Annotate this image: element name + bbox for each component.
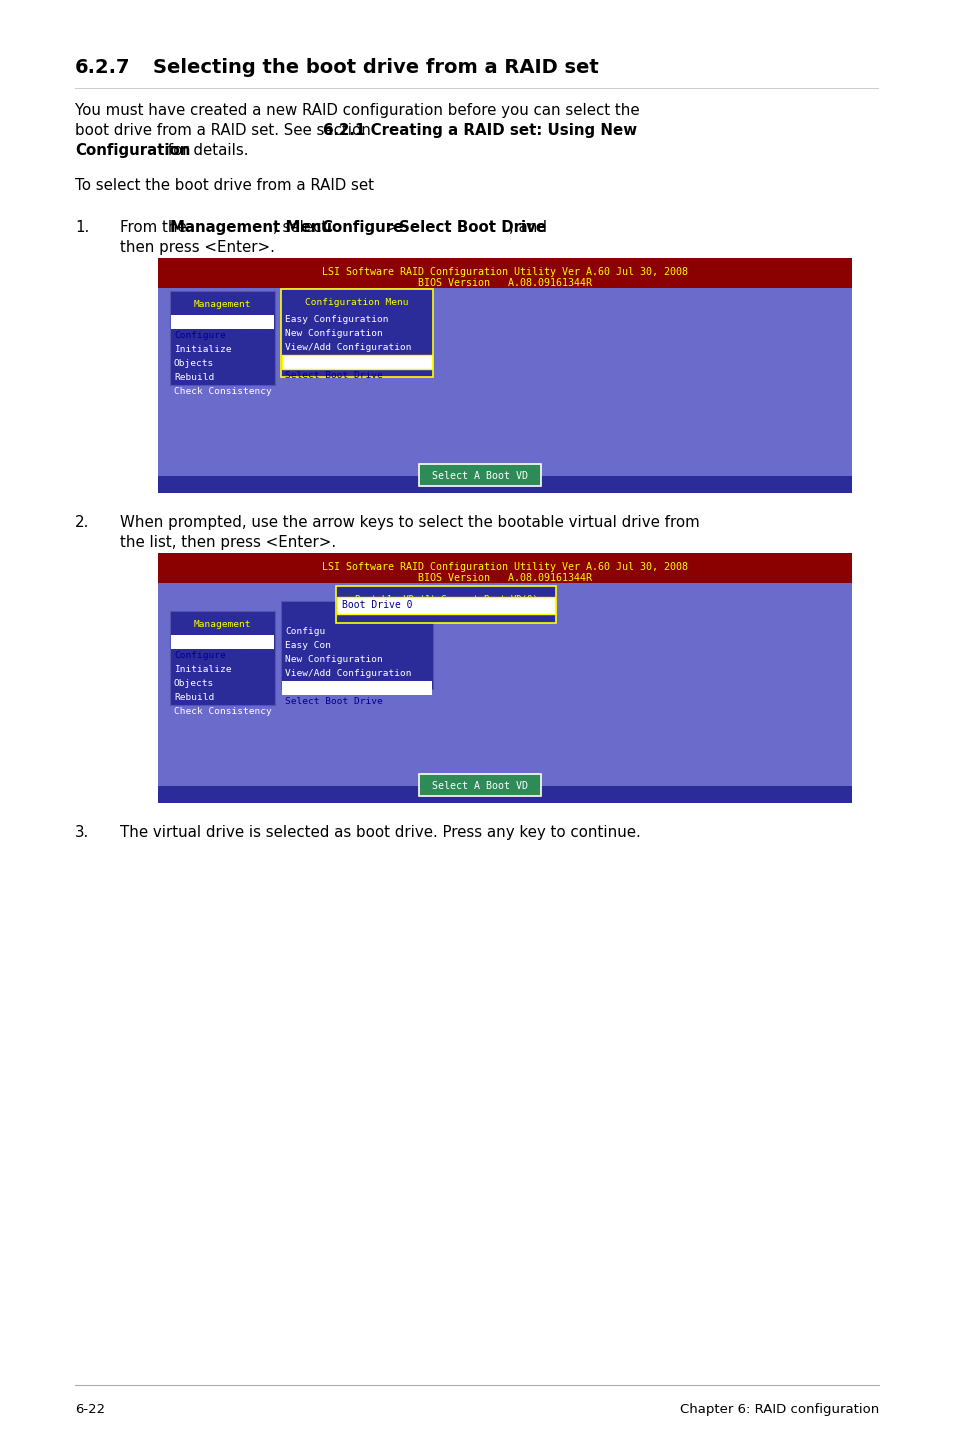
Text: Management Menu: Management Menu (170, 220, 332, 234)
Text: 6.2.7: 6.2.7 (75, 58, 131, 78)
Text: Chapter 6: RAID configuration: Chapter 6: RAID configuration (679, 1403, 878, 1416)
Text: Boot Drive 0: Boot Drive 0 (341, 600, 412, 610)
Bar (158, 554, 851, 582)
Bar (281, 289, 433, 377)
Text: Select A Boot VD: Select A Boot VD (432, 472, 527, 480)
Text: Clear Configuration: Clear Configuration (285, 357, 394, 367)
Text: Use Cursor Keys To Navigate Between Items And Press Enter To Select An Option: Use Cursor Keys To Navigate Between Item… (283, 498, 725, 506)
Text: From the: From the (120, 220, 192, 234)
Text: Configuration Menu: Configuration Menu (305, 298, 408, 306)
Text: Check Consistency: Check Consistency (173, 707, 272, 716)
Text: , and: , and (509, 220, 546, 234)
Bar (336, 597, 555, 614)
Text: The virtual drive is selected as boot drive. Press any key to continue.: The virtual drive is selected as boot dr… (120, 825, 640, 840)
Text: boot drive from a RAID set. See section: boot drive from a RAID set. See section (75, 124, 375, 138)
Text: Initialize: Initialize (173, 664, 232, 674)
Bar (158, 257, 851, 288)
Text: Rebuild: Rebuild (173, 693, 214, 702)
Text: 1.: 1. (75, 220, 90, 234)
Text: Management: Management (173, 316, 232, 326)
Text: Check Consistency: Check Consistency (173, 387, 272, 395)
Text: View/Add Configuration: View/Add Configuration (285, 669, 411, 677)
Text: Use Cursor Keys To Navigate Between Items And Press Enter To Select An Option: Use Cursor Keys To Navigate Between Item… (283, 807, 725, 815)
Text: Easy Con: Easy Con (285, 641, 331, 650)
Text: New Configuration: New Configuration (285, 329, 382, 338)
Text: Easy Configuration: Easy Configuration (285, 315, 388, 324)
Bar (282, 682, 432, 695)
Text: Rebuild: Rebuild (173, 372, 214, 383)
Text: View/Add Configuration: View/Add Configuration (285, 344, 411, 352)
Text: Configure: Configure (173, 651, 226, 660)
Text: Select Boot Drive: Select Boot Drive (285, 371, 382, 380)
Text: Configuration: Configuration (75, 142, 191, 158)
Text: BIOS Version   A.08.09161344R: BIOS Version A.08.09161344R (417, 572, 592, 582)
Text: To select the boot drive from a RAID set: To select the boot drive from a RAID set (75, 178, 374, 193)
Text: 3.: 3. (75, 825, 90, 840)
Text: Objects: Objects (173, 679, 214, 687)
Text: , select: , select (273, 220, 332, 234)
Bar (335, 587, 556, 623)
Text: 6-22: 6-22 (75, 1403, 105, 1416)
Text: Initialize: Initialize (173, 345, 232, 354)
Bar (158, 476, 851, 493)
Text: Bootable VDs(1):Current Boot VD(0): Bootable VDs(1):Current Boot VD(0) (355, 595, 537, 604)
Bar (158, 257, 851, 493)
Bar (170, 290, 274, 385)
Text: Select A Boot VD: Select A Boot VD (432, 781, 527, 791)
Text: Selecting the boot drive from a RAID set: Selecting the boot drive from a RAID set (152, 58, 598, 78)
Text: Configure: Configure (320, 220, 403, 234)
Text: Management: Management (193, 301, 251, 309)
Bar (75, 88, 878, 89)
Text: Management: Management (193, 620, 251, 628)
Bar (281, 601, 433, 689)
Text: the list, then press <Enter>.: the list, then press <Enter>. (120, 535, 335, 549)
Text: Configure: Configure (173, 331, 226, 339)
Bar (418, 774, 540, 797)
Text: >: > (380, 220, 403, 234)
Text: Clear Configuration: Clear Configuration (285, 683, 394, 692)
Text: Objects: Objects (173, 360, 214, 368)
Text: LSI Software RAID Configuration Utility Ver A.60 Jul 30, 2008: LSI Software RAID Configuration Utility … (322, 562, 687, 572)
Bar (158, 554, 851, 802)
Bar (170, 611, 274, 705)
Bar (418, 464, 540, 486)
Text: then press <Enter>.: then press <Enter>. (120, 240, 274, 255)
Text: BIOS Version   A.08.09161344R: BIOS Version A.08.09161344R (417, 278, 592, 288)
Text: Management: Management (173, 637, 232, 646)
Text: 6.2.1 Creating a RAID set: Using New: 6.2.1 Creating a RAID set: Using New (323, 124, 637, 138)
Text: for details.: for details. (163, 142, 248, 158)
Text: When prompted, use the arrow keys to select the bootable virtual drive from: When prompted, use the arrow keys to sel… (120, 515, 699, 531)
Bar (158, 787, 851, 802)
Text: Select Boot Drive: Select Boot Drive (285, 697, 382, 706)
Text: Select Boot Drive: Select Boot Drive (398, 220, 545, 234)
Bar (282, 355, 432, 370)
Text: You must have created a new RAID configuration before you can select the: You must have created a new RAID configu… (75, 104, 639, 118)
Text: New Configuration: New Configuration (285, 654, 382, 664)
Bar (171, 315, 274, 329)
Text: Configu: Configu (285, 627, 325, 636)
Bar (171, 636, 274, 649)
Text: LSI Software RAID Configuration Utility Ver A.60 Jul 30, 2008: LSI Software RAID Configuration Utility … (322, 267, 687, 278)
Text: 2.: 2. (75, 515, 90, 531)
